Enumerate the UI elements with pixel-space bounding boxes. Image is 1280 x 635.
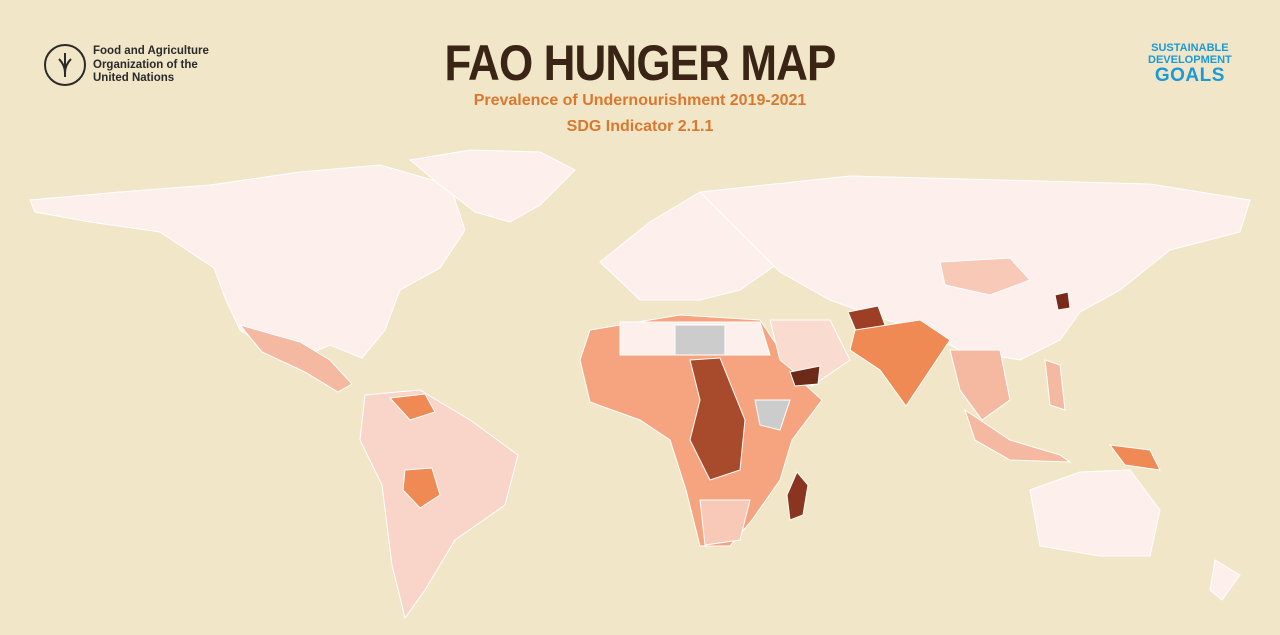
venezuela <box>388 393 436 421</box>
libya <box>674 324 726 356</box>
north-korea <box>1054 291 1071 311</box>
org-line: Food and Agriculture <box>93 45 209 57</box>
subtitle: Prevalence of Undernourishment 2019-2021 <box>473 92 807 109</box>
organization-name: Food and Agriculture Organization of the… <box>93 45 209 86</box>
madagascar <box>786 471 809 521</box>
central-america <box>238 324 353 393</box>
sdg-logo: SUSTAINABLE DEVELOPMENT GOALS <box>1148 42 1232 86</box>
india <box>849 319 951 407</box>
org-line: United Nations <box>93 72 175 84</box>
indonesia <box>964 408 1072 463</box>
papua <box>1108 444 1161 471</box>
sdg-line: GOALS <box>1154 65 1225 86</box>
new-zealand <box>1209 559 1241 601</box>
philippines <box>1044 359 1066 411</box>
south-america <box>359 389 519 620</box>
australia <box>1029 469 1161 557</box>
sdg-line: SUSTAINABLE <box>1151 42 1229 54</box>
southern-africa <box>699 499 751 546</box>
north-america <box>29 164 466 359</box>
indicator: SDG Indicator 2.1.1 <box>566 118 714 135</box>
central-africa-high <box>689 357 746 481</box>
fao-emblem <box>44 44 86 86</box>
title: FAO HUNGER MAP <box>444 35 836 91</box>
org-line: Organization of the <box>93 58 198 71</box>
countries <box>29 149 1251 620</box>
arabia <box>769 319 851 387</box>
greenland <box>408 149 576 223</box>
bolivia <box>402 467 441 509</box>
southeast-asia <box>949 349 1011 421</box>
east-africa-grey <box>754 399 791 431</box>
sdg-line: DEVELOPMENT <box>1148 54 1232 66</box>
mongolia <box>939 257 1031 296</box>
yemen <box>789 365 821 387</box>
